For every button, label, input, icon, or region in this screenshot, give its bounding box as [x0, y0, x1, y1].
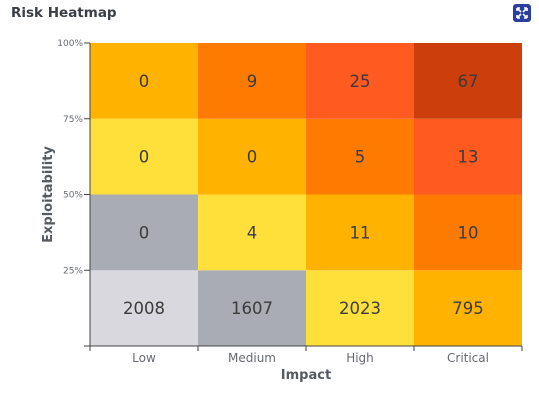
cell-value-label: 4 [247, 223, 258, 242]
y-tick-label: 75% [63, 115, 83, 125]
heatmap-cell [90, 43, 198, 119]
heatmap-cell [90, 118, 198, 195]
cell-value-label: 0 [139, 72, 150, 91]
cell-value-label: 1607 [231, 299, 273, 318]
cell-value-label: 13 [458, 148, 479, 167]
heatmap-cell [414, 194, 522, 271]
heatmap-cell [198, 194, 306, 271]
cell-value-label: 0 [139, 223, 150, 242]
x-tick-label: Medium [228, 351, 276, 365]
heatmap-cell [414, 118, 522, 195]
cell-value-label: 0 [247, 148, 258, 167]
x-axis-title: Impact [281, 368, 331, 383]
heatmap-cell [306, 194, 414, 271]
y-axis-title: Exploitability [41, 146, 56, 243]
cell-value-label: 10 [458, 223, 479, 242]
cell-value-label: 795 [452, 299, 484, 318]
y-tick-label: 50% [63, 191, 83, 201]
heatmap-cell [90, 194, 198, 271]
cell-value-label: 2008 [123, 299, 165, 318]
cell-value-label: 0 [139, 148, 150, 167]
cell-value-label: 2023 [339, 299, 381, 318]
x-tick-label: Low [132, 351, 156, 365]
x-tick-label: High [346, 351, 374, 365]
expand-icon [516, 7, 528, 19]
heatmap-cell [198, 118, 306, 195]
heatmap-cell [198, 270, 306, 346]
expand-button[interactable] [513, 4, 531, 22]
cell-value-label: 5 [355, 148, 366, 167]
cell-value-label: 25 [350, 72, 371, 91]
cell-value-label: 11 [350, 223, 371, 242]
heatmap-cell [306, 118, 414, 195]
widget-title: Risk Heatmap [11, 5, 117, 21]
heatmap-cell [306, 270, 414, 346]
cell-value-label: 67 [458, 72, 479, 91]
cell-value-label: 9 [247, 72, 258, 91]
heatmap-cell [414, 43, 522, 119]
heatmap-cell [306, 43, 414, 119]
y-tick-label: 25% [63, 266, 83, 276]
heatmap-cell [198, 43, 306, 119]
y-tick-label: 100% [57, 39, 83, 49]
x-tick-label: Critical [447, 351, 489, 365]
heatmap-cell [90, 270, 198, 346]
heatmap-cell [414, 270, 522, 346]
